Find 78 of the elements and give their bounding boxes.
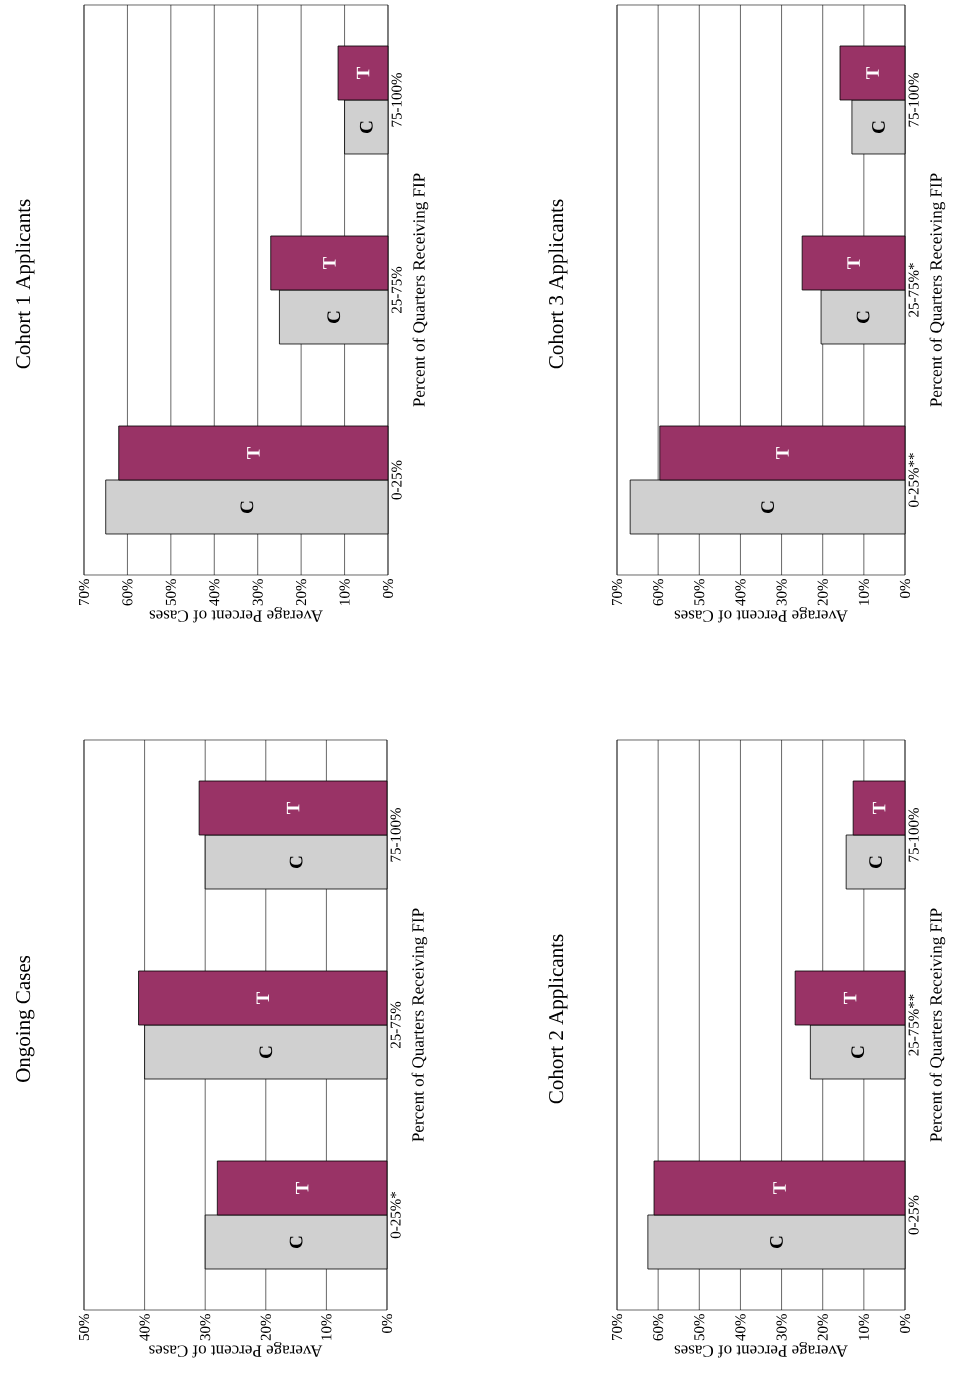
y-tick-label: 25-75%*	[908, 263, 919, 317]
text: T	[776, 446, 789, 460]
x-tick-label: 0%	[899, 579, 911, 598]
text: C	[851, 1046, 865, 1058]
x-tick-label: 50%	[78, 1314, 90, 1341]
x-tick-label: 50%	[694, 1314, 705, 1341]
x-tick-label: 10%	[321, 1314, 332, 1340]
series-label: C	[869, 856, 882, 868]
y-tick-label: 25-75%**	[908, 994, 919, 1056]
x-tick-label: 40%	[209, 579, 220, 606]
x-tick-label: 10%	[858, 1314, 869, 1340]
y-tick-label: 25-75%	[391, 266, 402, 314]
x-tick-label: 10%	[858, 579, 869, 605]
x-tick-label: 70%	[611, 1314, 623, 1341]
x-tick-label: 40%	[139, 1314, 150, 1341]
x-tick-label: 20%	[817, 1314, 828, 1341]
series-label: C	[359, 121, 373, 133]
y-tick-label: 75-100%	[390, 808, 401, 862]
x-tick-label: 50%	[694, 579, 705, 606]
text: C	[761, 501, 774, 513]
x-tick-label: 60%	[122, 579, 133, 606]
y-tick-label: 0-25%*	[390, 1191, 401, 1239]
x-tick-label: 30%	[252, 579, 263, 606]
x-tick-label: 40%	[735, 1314, 746, 1341]
text: T	[773, 1181, 786, 1195]
x-axis-title: Average Percent of Cases	[674, 1341, 848, 1358]
y-tick-label: 75-100%	[908, 808, 919, 862]
text: Ongoing Cases	[16, 955, 35, 1083]
y-axis-title: Percent of Quarters Receiving FIP	[411, 908, 428, 1142]
y-tick-label: 0-25%	[908, 1195, 919, 1235]
x-tick-label: 20%	[260, 1314, 271, 1341]
x-tick-label: 70%	[611, 579, 623, 606]
series-label: T	[286, 801, 300, 815]
x-tick-label: 30%	[776, 579, 787, 606]
y-axis-title: Percent of Quarters Receiving FIP	[929, 173, 946, 407]
text: T	[843, 991, 857, 1005]
x-tick-label: 30%	[776, 1314, 787, 1341]
x-tick-label: 60%	[653, 1314, 664, 1341]
x-axis-title: Average Percent of Cases	[674, 606, 848, 623]
y-tick-label: 75-100%	[908, 73, 919, 127]
text: C	[259, 1046, 273, 1058]
text: C	[289, 1236, 303, 1248]
series-label: T	[872, 801, 886, 815]
text: C	[856, 311, 870, 323]
y-axis-title: Percent of Quarters Receiving FIP	[929, 908, 946, 1142]
x-axis-title: Average Percent of Cases	[149, 606, 323, 623]
y-tick-label: 75-100%	[391, 73, 402, 127]
text: T	[256, 991, 269, 1005]
x-tick-label: 0%	[382, 579, 394, 598]
text: T	[295, 1181, 309, 1195]
x-tick-label: 0%	[381, 1314, 393, 1333]
series-label: C	[289, 856, 303, 868]
text: C	[770, 1236, 783, 1248]
y-tick-label: 0-25%**	[908, 453, 919, 507]
text: C	[327, 311, 341, 323]
text: C	[240, 501, 254, 513]
text: T	[323, 256, 336, 270]
series-label: T	[356, 66, 370, 80]
series-label: C	[872, 121, 885, 133]
x-tick-label: 20%	[817, 579, 828, 606]
text: Cohort 3 Applicants	[548, 199, 568, 369]
series-label: T	[847, 256, 860, 270]
x-tick-label: 60%	[653, 579, 664, 606]
x-tick-label: 40%	[735, 579, 746, 606]
text: T	[247, 446, 260, 460]
y-tick-label: 0-25%	[391, 460, 402, 500]
text: T	[866, 66, 879, 80]
text: Cohort 1 Applicants	[15, 199, 35, 369]
x-tick-label: 10%	[339, 579, 350, 605]
x-axis-title: Average Percent of Cases	[149, 1341, 323, 1358]
x-tick-label: 50%	[165, 579, 176, 606]
y-tick-label: 25-75%	[390, 1001, 401, 1049]
x-tick-label: 0%	[899, 1314, 911, 1333]
x-tick-label: 30%	[200, 1314, 211, 1341]
y-axis-title: Percent of Quarters Receiving FIP	[412, 173, 429, 407]
text: Cohort 2 Applicants	[548, 934, 568, 1104]
x-tick-label: 20%	[296, 579, 307, 606]
x-tick-label: 70%	[78, 579, 90, 606]
